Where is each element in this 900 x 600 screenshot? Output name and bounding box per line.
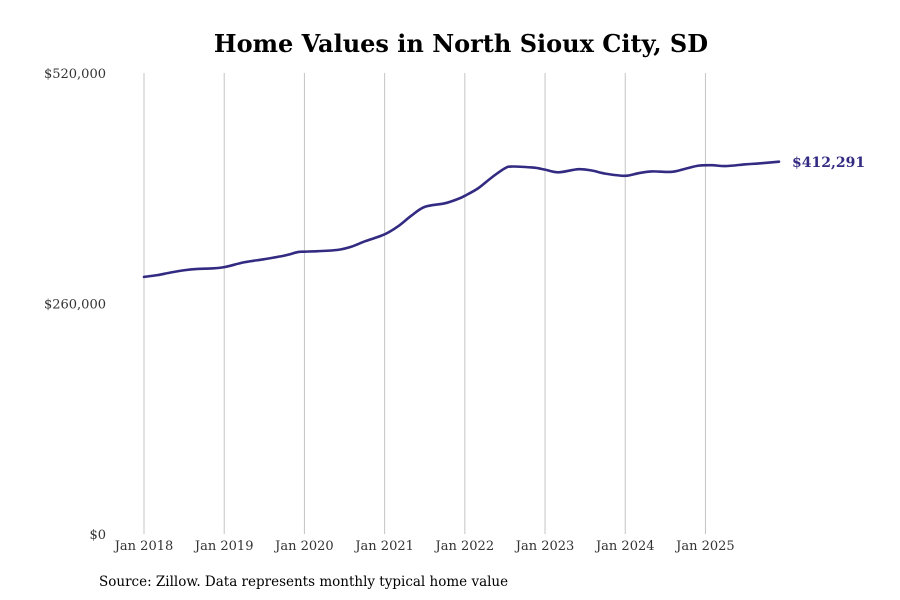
x-tick-label: Jan 2019 — [193, 539, 254, 554]
x-tick-label: Jan 2022 — [434, 539, 495, 554]
x-tick-label: Jan 2024 — [594, 539, 655, 554]
y-axis-ticks: $0 $260,000 $520,000 — [44, 67, 106, 543]
chart-title: Home Values in North Sioux City, SD — [214, 29, 708, 58]
x-tick-label: Jan 2020 — [273, 539, 334, 554]
end-value-label: $412,291 — [792, 155, 865, 171]
x-tick-label: Jan 2021 — [353, 539, 414, 554]
x-tick-label: Jan 2025 — [674, 539, 735, 554]
y-tick-label: $0 — [89, 528, 106, 543]
source-note: Source: Zillow. Data represents monthly … — [99, 574, 509, 590]
x-tick-label: Jan 2018 — [113, 539, 174, 554]
y-tick-label: $520,000 — [44, 67, 106, 82]
gridlines — [143, 73, 706, 534]
x-tick-label: Jan 2023 — [514, 539, 575, 554]
series-line-home-value — [142, 160, 781, 279]
x-axis-ticks: Jan 2018 Jan 2019 Jan 2020 Jan 2021 Jan 2022… — [113, 539, 735, 554]
y-tick-label: $260,000 — [44, 298, 106, 313]
